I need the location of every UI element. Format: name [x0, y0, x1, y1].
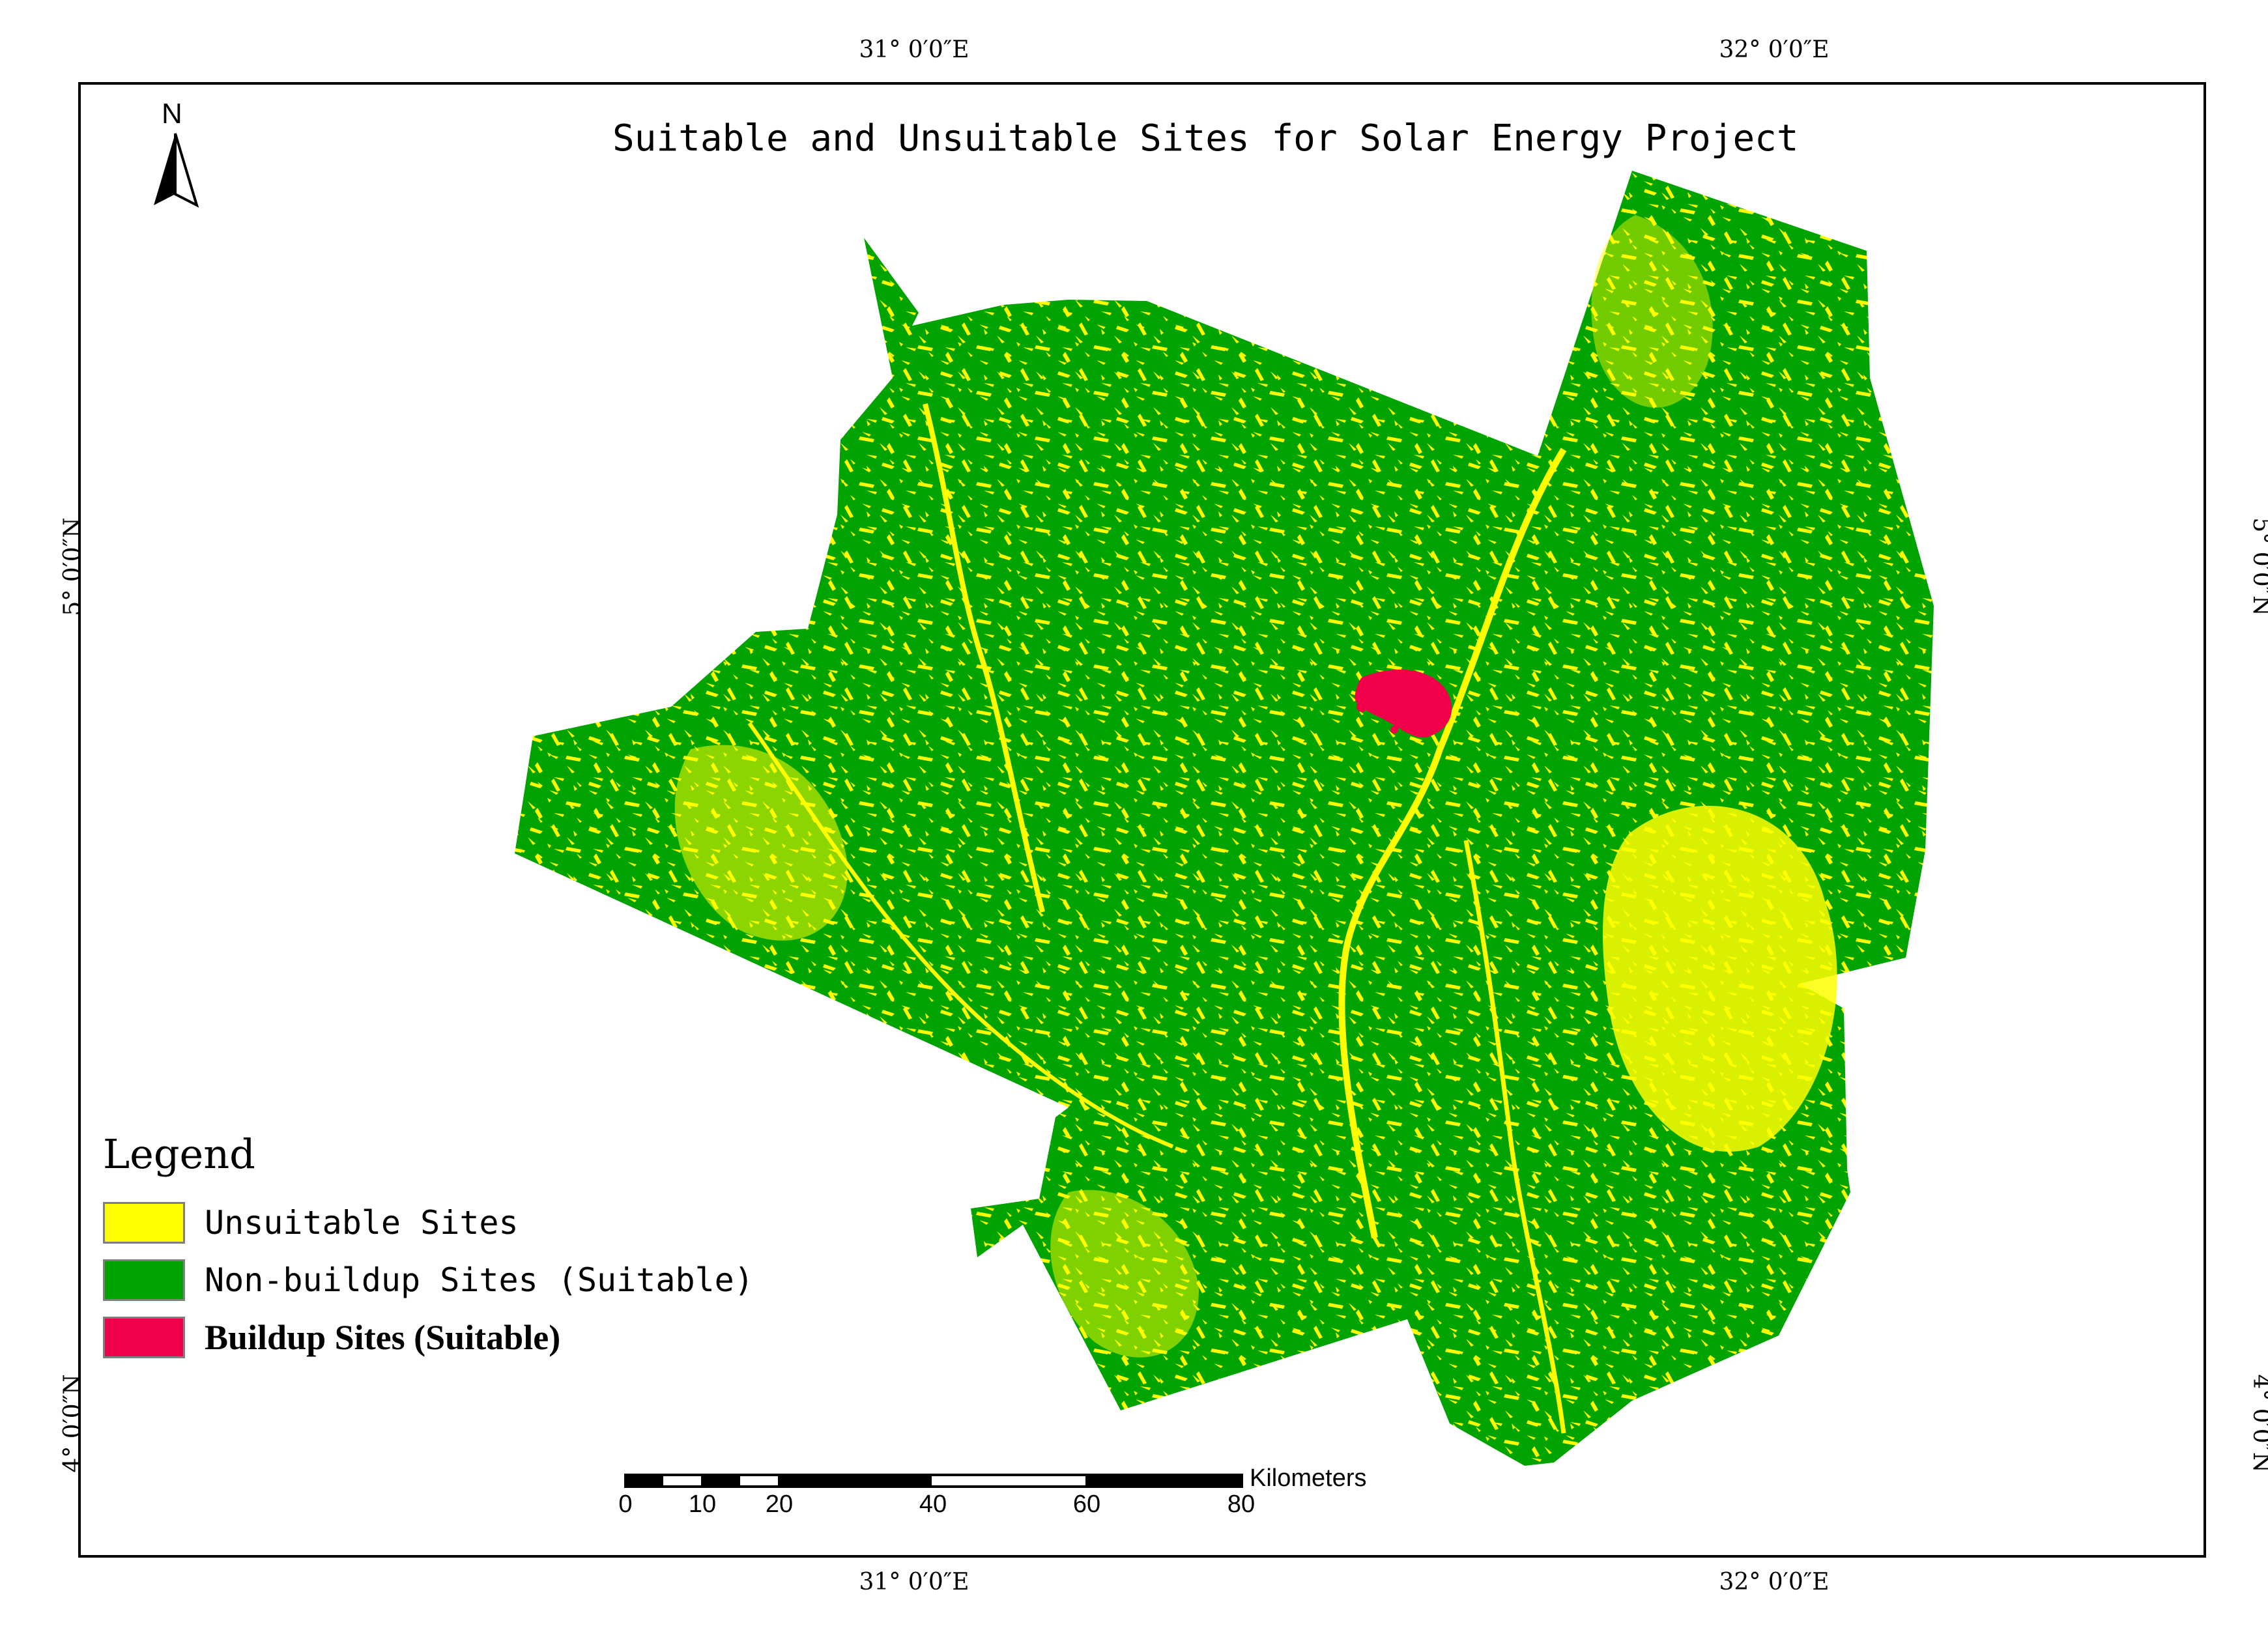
legend-item-buildup: Buildup Sites (Suitable): [103, 1315, 560, 1360]
buildup-area: [1355, 669, 1452, 738]
buildup-area: [1356, 702, 1367, 712]
buildup-area: [1390, 726, 1398, 734]
legend-swatch-buildup: [103, 1317, 185, 1358]
river-line: [1463, 840, 1566, 1434]
lon-label-top-32: 32° 0′0″E: [1719, 36, 1830, 63]
legend-title: Legend: [103, 1130, 255, 1178]
lon-label-top-31: 31° 0′0″E: [859, 36, 969, 63]
legend-swatch-non-buildup: [103, 1259, 185, 1301]
map-title: Suitable and Unsuitable Sites for Solar …: [612, 117, 1799, 160]
scale-bar-tick: 20: [765, 1491, 794, 1518]
scale-bar-units: Kilometers: [1250, 1464, 1367, 1492]
map-frame: [78, 82, 2206, 1558]
north-label: N: [162, 98, 182, 130]
legend-label-buildup: Buildup Sites (Suitable): [205, 1318, 561, 1357]
scale-bar-tick: 60: [1072, 1491, 1101, 1518]
river-line: [923, 403, 1045, 913]
scale-bar-tick: 40: [919, 1491, 947, 1518]
study-area-map: [515, 171, 1934, 1466]
river-line: [747, 722, 1174, 1149]
legend-label-unsuitable: Unsuitable Sites: [205, 1204, 519, 1242]
legend-item-unsuitable: Unsuitable Sites: [103, 1200, 519, 1246]
north-arrow-icon: [154, 133, 199, 208]
legend-label-non-buildup: Non-buildup Sites (Suitable): [205, 1261, 754, 1299]
scale-bar-tick: 10: [688, 1491, 717, 1518]
legend-swatch-unsuitable: [103, 1202, 185, 1244]
scale-bar-tick: 80: [1227, 1491, 1256, 1518]
river-line: [1338, 448, 1567, 1238]
lon-label-bottom-31: 31° 0′0″E: [859, 1569, 969, 1595]
scale-bar-tick: 0: [618, 1491, 633, 1518]
scale-bar: [624, 1474, 1243, 1488]
lon-label-bottom-32: 32° 0′0″E: [1719, 1569, 1830, 1595]
legend-item-non-buildup: Non-buildup Sites (Suitable): [103, 1257, 754, 1303]
